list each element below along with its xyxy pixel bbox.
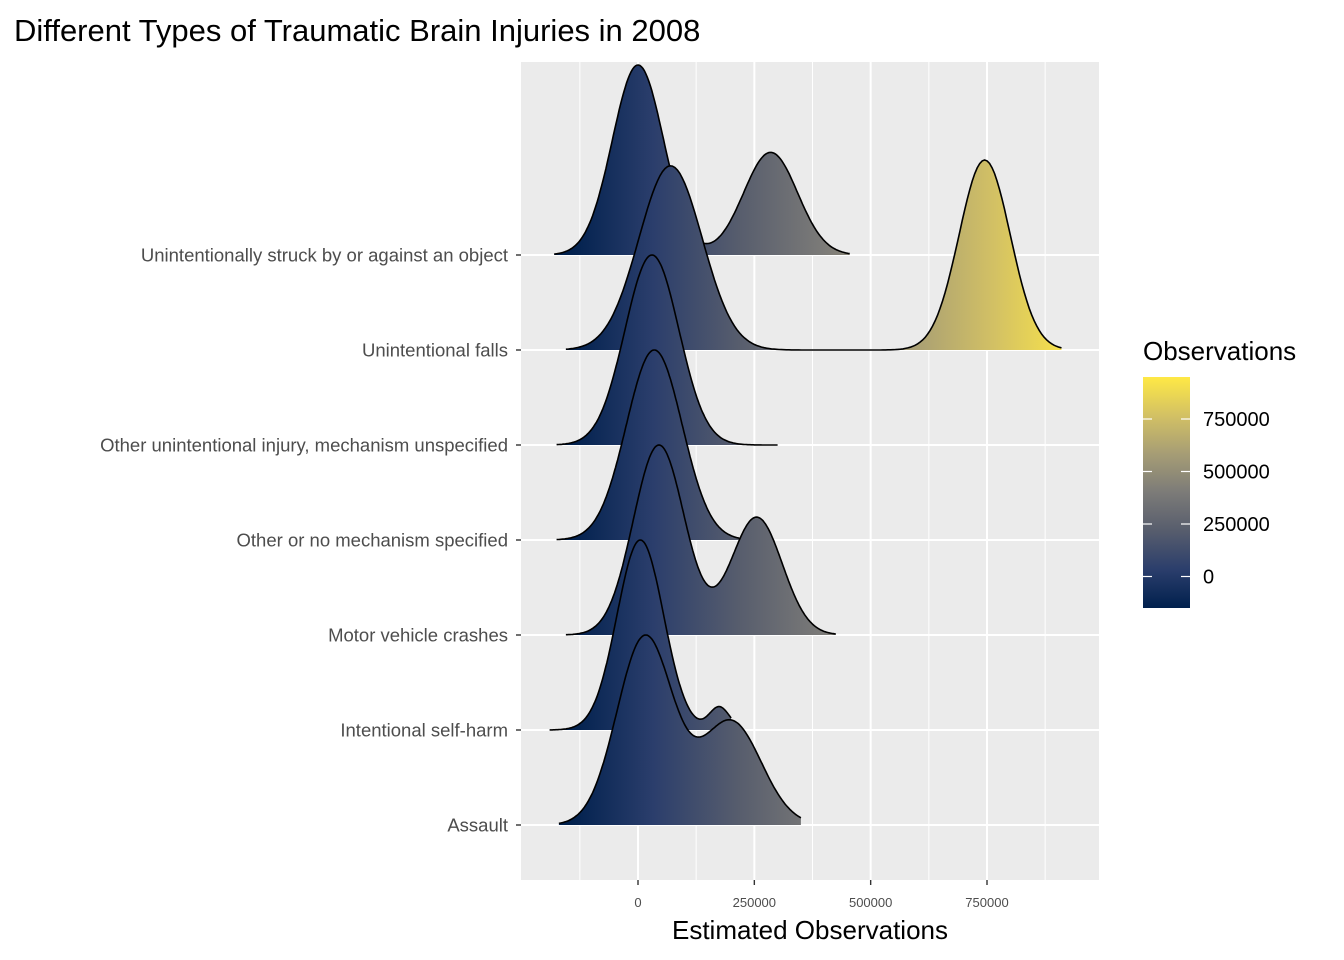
x-axis-title: Estimated Observations <box>672 915 948 945</box>
ridge-area <box>558 635 801 825</box>
ridge-area <box>565 160 1062 350</box>
ridge-line <box>558 634 802 825</box>
y-tick-label: Motor vehicle crashes <box>328 625 508 646</box>
legend-tick-label: 250000 <box>1203 514 1270 536</box>
grid-minor <box>579 62 1046 880</box>
y-tick-label: Assault <box>447 815 508 836</box>
ridge-line <box>565 444 836 636</box>
y-tick-label: Unintentionally struck by or against an … <box>141 245 508 266</box>
y-tick-label: Other or no mechanism specified <box>237 530 508 551</box>
y-tick-label: Unintentional falls <box>362 340 508 361</box>
ridge-line <box>565 159 1062 351</box>
ridge-area <box>554 65 850 255</box>
ridge-area <box>549 540 732 730</box>
x-tick-label: 250000 <box>733 895 776 910</box>
ridge-line <box>556 254 778 446</box>
legend-colorbar <box>1143 377 1190 608</box>
ridge-line <box>549 539 732 731</box>
ridge-area <box>556 255 778 445</box>
y-tick-label: Other unintentional injury, mechanism un… <box>100 435 508 456</box>
ridge-line <box>556 349 764 541</box>
legend-tick-label: 500000 <box>1203 462 1270 484</box>
legend-ticks: 0 250000 500000 750000 <box>1143 409 1270 589</box>
x-tick-label: 500000 <box>849 895 892 910</box>
ridges <box>549 64 1062 825</box>
chart-title: Different Types of Traumatic Brain Injur… <box>14 13 700 48</box>
y-tick-label: Intentional self-harm <box>340 720 508 741</box>
x-tick-label: 0 <box>634 895 641 910</box>
legend-title: Observations <box>1143 336 1296 366</box>
x-axis: 0 250000 500000 750000 <box>634 880 1009 910</box>
legend: Observations 0 250000 500000 750000 <box>1143 336 1296 608</box>
legend-tick-label: 0 <box>1203 567 1214 589</box>
x-tick-label: 750000 <box>965 895 1008 910</box>
y-axis: Assault Intentional self-harm Motor vehicl… <box>100 245 521 836</box>
legend-tick-label: 750000 <box>1203 409 1270 431</box>
